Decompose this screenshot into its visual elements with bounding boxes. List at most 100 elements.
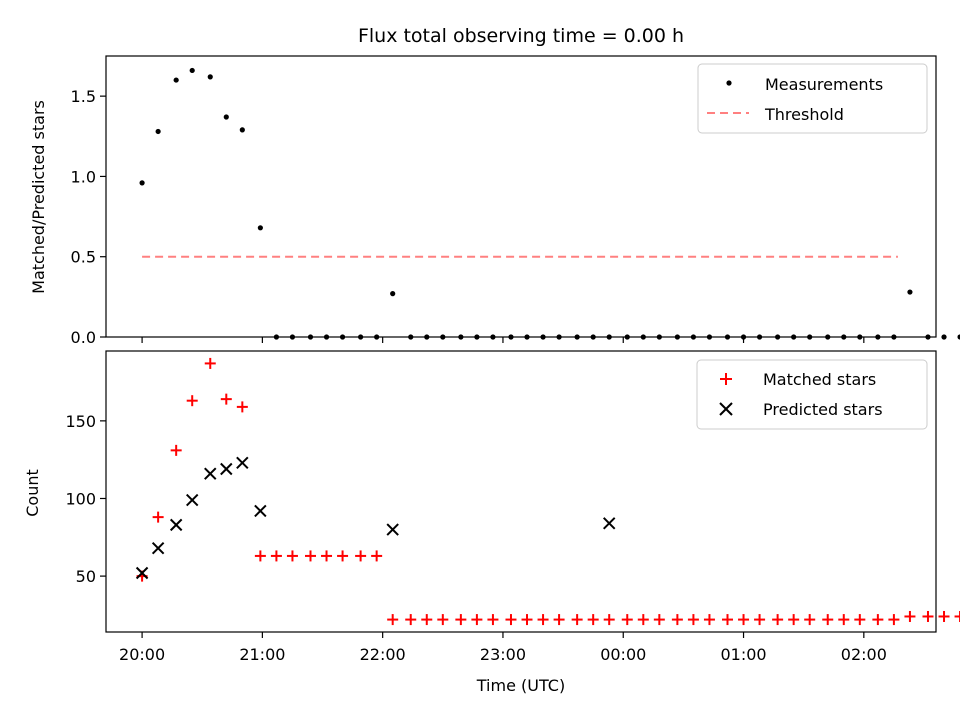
matched-star-point <box>738 614 750 626</box>
measurement-point <box>907 289 913 295</box>
matched-star-point <box>537 614 549 626</box>
predicted-star-point <box>151 541 165 555</box>
matched-star-point <box>603 614 615 626</box>
top-legend-box <box>697 63 928 134</box>
predicted-star-point <box>603 517 616 530</box>
matched-star-point <box>170 444 182 456</box>
legend-matched-marker <box>720 373 732 385</box>
predicted-star-point <box>254 504 267 518</box>
matched-star-point <box>471 614 483 626</box>
measurement-point <box>207 74 213 80</box>
matched-star-point <box>822 614 834 626</box>
measurement-point <box>189 67 195 74</box>
matched-star-point <box>371 550 383 562</box>
matched-star-point <box>204 357 216 369</box>
top-ytick-label: 0.5 <box>71 248 96 267</box>
bottom-xtick-label: 00:00 <box>600 645 646 664</box>
matched-star-point <box>421 614 433 626</box>
matched-star-point <box>521 614 533 626</box>
matched-star-point <box>236 401 248 413</box>
measurement-point <box>957 334 960 340</box>
matched-star-point <box>872 614 884 626</box>
predicted-star-point <box>186 493 199 507</box>
matched-star-point <box>754 614 766 626</box>
matched-star-point <box>437 614 449 626</box>
bottom-ylabel: Count <box>23 469 42 517</box>
bottom-ytick-label: 100 <box>65 489 96 508</box>
bottom-xtick-label: 01:00 <box>720 645 766 664</box>
measurement-point <box>390 291 396 297</box>
predicted-star-point <box>135 566 149 580</box>
legend-predicted-label: Predicted stars <box>763 400 883 419</box>
matched-star-point <box>355 550 367 562</box>
matched-star-point <box>804 614 816 626</box>
matched-star-point <box>553 614 565 626</box>
matched-star-point <box>621 614 633 626</box>
matched-star-point <box>152 511 164 523</box>
matched-star-point <box>854 614 866 626</box>
predicted-star-point <box>386 523 399 536</box>
legend-measurements-marker <box>726 80 732 86</box>
top-ylabel: Matched/Predicted stars <box>29 100 48 294</box>
matched-star-point <box>671 614 683 626</box>
matched-star-point <box>587 614 599 626</box>
bottom-axis-ticks: 50 100 150 20:00 21:00 22:00 23:00 00:00 01:00 02… <box>65 412 886 664</box>
bottom-ytick-label: 150 <box>65 412 96 431</box>
matched-star-point <box>337 550 349 562</box>
chart-title: Flux total observing time = 0.00 h <box>358 25 684 47</box>
bottom-axes-frame <box>105 350 937 633</box>
predicted-star-point <box>169 518 183 532</box>
top-ytick-label: 1.5 <box>71 87 96 106</box>
top-ytick-label: 0.0 <box>71 328 96 347</box>
measurement-point <box>941 334 947 340</box>
matched-star-point <box>653 614 665 626</box>
matched-star-point <box>571 614 583 626</box>
matched-star-point <box>487 614 499 626</box>
matched-star-point <box>286 550 298 562</box>
measurement-point <box>139 180 145 186</box>
matched-star-point <box>186 395 198 407</box>
measurement-point <box>257 225 263 231</box>
matched-star-point <box>405 614 417 626</box>
measurement-point <box>173 77 179 83</box>
bottom-legend: Matched stars Predicted stars <box>696 359 928 430</box>
matched-star-point <box>721 614 733 626</box>
legend-matched-label: Matched stars <box>763 370 876 389</box>
bottom-ytick-label: 50 <box>76 567 96 586</box>
top-axis-ticks: 0.0 0.5 1.0 1.5 <box>71 87 865 347</box>
bottom-legend-box <box>696 359 928 430</box>
matched-star-point <box>254 550 266 562</box>
matched-star-point <box>904 610 916 622</box>
measurement-point <box>155 128 161 135</box>
matched-star-point <box>838 614 850 626</box>
legend-measurements-label: Measurements <box>765 75 883 94</box>
measurement-point <box>223 114 229 120</box>
legend-predicted-marker <box>719 402 733 416</box>
matched-star-point <box>637 614 649 626</box>
predicted-star-point <box>220 462 233 476</box>
matched-star-point <box>788 614 800 626</box>
matched-star-point <box>455 614 467 626</box>
matched-star-point <box>321 550 333 562</box>
matched-star-point <box>888 614 900 626</box>
matched-star-point <box>304 550 316 562</box>
top-axes-frame <box>105 55 937 338</box>
matched-star-point <box>954 610 960 622</box>
matched-star-point <box>772 614 784 626</box>
bottom-xlabel: Time (UTC) <box>476 676 565 695</box>
matched-star-point <box>938 610 950 622</box>
predicted-star-point <box>204 467 217 480</box>
measurement-point <box>239 127 245 133</box>
bottom-xtick-label: 23:00 <box>480 645 526 664</box>
matched-star-point <box>687 614 699 626</box>
matched-star-point <box>922 610 934 622</box>
matched-star-point <box>505 614 517 626</box>
top-legend: Measurements Threshold <box>697 63 928 134</box>
bottom-plot-area <box>135 357 960 626</box>
bottom-xtick-label: 02:00 <box>841 645 887 664</box>
bottom-xtick-label: 20:00 <box>119 645 165 664</box>
matched-star-point <box>270 550 282 562</box>
bottom-xtick-label: 21:00 <box>239 645 285 664</box>
bottom-xtick-label: 22:00 <box>360 645 406 664</box>
